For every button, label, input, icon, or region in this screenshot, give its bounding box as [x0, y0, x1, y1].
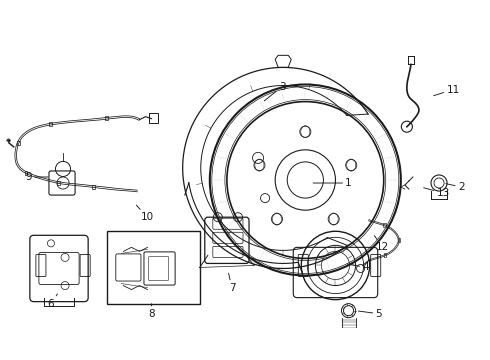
Bar	[107, 231, 200, 304]
Text: 5: 5	[358, 309, 382, 319]
Bar	[397, 238, 400, 242]
Bar	[384, 253, 386, 257]
Bar	[149, 113, 157, 123]
Bar	[105, 116, 108, 120]
Bar	[49, 122, 52, 126]
Text: 10: 10	[136, 205, 154, 222]
Bar	[384, 224, 386, 227]
Text: 1: 1	[313, 178, 352, 188]
Text: 11: 11	[434, 85, 460, 96]
Text: 3: 3	[264, 81, 286, 101]
Bar	[17, 140, 20, 145]
Text: 2: 2	[446, 182, 465, 192]
Text: 13: 13	[424, 188, 450, 198]
Text: 7: 7	[228, 273, 235, 293]
Text: 9: 9	[25, 172, 48, 182]
Bar	[24, 171, 27, 175]
Text: 6: 6	[48, 294, 57, 309]
Text: 4: 4	[347, 262, 369, 273]
Bar	[92, 185, 95, 189]
Text: 12: 12	[374, 235, 390, 252]
Text: 8: 8	[148, 304, 155, 319]
Bar	[57, 181, 60, 185]
